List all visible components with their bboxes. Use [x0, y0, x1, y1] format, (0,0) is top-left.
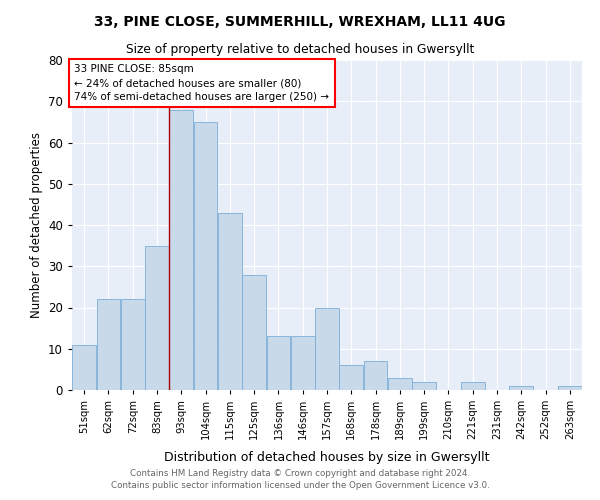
X-axis label: Distribution of detached houses by size in Gwersyllt: Distribution of detached houses by size … [164, 450, 490, 464]
Text: 33 PINE CLOSE: 85sqm
← 24% of detached houses are smaller (80)
74% of semi-detac: 33 PINE CLOSE: 85sqm ← 24% of detached h… [74, 64, 329, 102]
Bar [121, 299, 145, 390]
Text: 33, PINE CLOSE, SUMMERHILL, WREXHAM, LL11 4UG: 33, PINE CLOSE, SUMMERHILL, WREXHAM, LL1… [94, 15, 506, 29]
Bar [266, 336, 290, 390]
Bar [218, 212, 242, 390]
Bar [145, 246, 169, 390]
Bar [72, 344, 96, 390]
Bar [340, 365, 363, 390]
Bar [461, 382, 485, 390]
Text: Contains HM Land Registry data © Crown copyright and database right 2024.: Contains HM Land Registry data © Crown c… [130, 468, 470, 477]
Bar [97, 299, 121, 390]
Bar [558, 386, 582, 390]
Bar [388, 378, 412, 390]
Text: Contains public sector information licensed under the Open Government Licence v3: Contains public sector information licen… [110, 481, 490, 490]
Bar [315, 308, 339, 390]
Bar [291, 336, 314, 390]
Text: Size of property relative to detached houses in Gwersyllt: Size of property relative to detached ho… [126, 42, 474, 56]
Bar [169, 110, 193, 390]
Bar [412, 382, 436, 390]
Bar [242, 274, 266, 390]
Bar [509, 386, 533, 390]
Bar [364, 361, 388, 390]
Bar [194, 122, 217, 390]
Y-axis label: Number of detached properties: Number of detached properties [29, 132, 43, 318]
